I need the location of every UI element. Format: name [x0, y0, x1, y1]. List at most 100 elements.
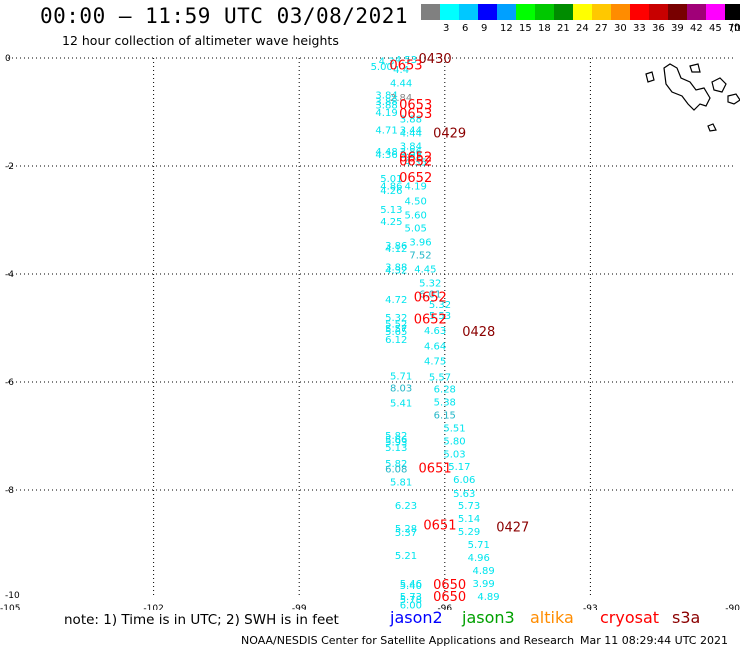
swh-value-label: 5.82: [385, 459, 407, 470]
swh-value-label: 5.51: [443, 423, 465, 434]
pass-time-label: 0652: [399, 155, 432, 170]
swh-value-label: 3.86: [400, 147, 422, 158]
scale-swatch: [687, 4, 706, 20]
generated-timestamp: Mar 11 08:29:44 UTC 2021: [580, 634, 728, 647]
pass-time-label: 0651: [419, 461, 452, 476]
scale-unit: (ft): [730, 23, 740, 34]
pass-time-label: 0427: [496, 521, 529, 536]
swh-value-label: 2.84: [390, 93, 412, 104]
swh-value-label: 5.37: [395, 528, 417, 539]
island-isabela-outline: [663, 63, 711, 111]
axis-ticks: -105 -102 -99 -96 -93 -90 0 -2 -4 -6 -8 -10: [0, 54, 740, 610]
wave-height-labels: 4.3 4.535.00 4.44.443.842.843.883.884.193.…: [371, 55, 500, 610]
swh-value-label: 5.46: [400, 579, 422, 590]
x-tick-label: -90: [725, 604, 740, 610]
footer-note: note: 1) Time is in UTC; 2) SWH is in fe…: [64, 612, 339, 628]
swh-value-label: 3.84: [375, 91, 397, 102]
x-tick-label: -102: [143, 604, 163, 610]
scale-label: 24: [576, 23, 589, 34]
scale-swatch: [649, 4, 668, 20]
swh-value-label: 5.32: [385, 313, 407, 324]
swh-value-label: 6.01: [419, 289, 441, 300]
credit-text: NOAA/NESDIS Center for Satellite Applica…: [241, 634, 575, 647]
swh-value-label: 3.95: [400, 150, 422, 161]
swh-value-label: 5.21: [395, 551, 417, 562]
swh-value-label: 4.19: [375, 108, 397, 119]
satellite-legend-jason3: jason3: [462, 608, 515, 627]
swh-value-label: 4.3: [379, 57, 395, 68]
pass-time-label: 0653: [389, 58, 422, 73]
pass-time-label: 0429: [433, 127, 466, 142]
swh-value-label: 3.88: [400, 114, 422, 125]
swh-value-label: 4.44: [390, 78, 412, 89]
y-tick-label: 0: [5, 54, 11, 64]
swh-value-label: 5.00: [371, 62, 393, 73]
swh-value-label: 5.38: [434, 397, 456, 408]
swh-value-label: 7.52: [409, 251, 431, 262]
x-tick-label: -105: [0, 604, 20, 610]
scale-swatch: [630, 4, 649, 20]
scale-label: 42: [690, 23, 703, 34]
swh-value-label: 4.12: [385, 244, 407, 255]
swh-value-label: 5.57: [429, 373, 451, 384]
swh-value-label: 6.08: [385, 464, 407, 475]
scale-swatch: [573, 4, 592, 20]
swh-value-label: 8.03: [390, 383, 412, 394]
pass-time-label: 0650: [433, 578, 466, 593]
pass-time-label: 0428: [462, 325, 495, 340]
x-tick-label: -99: [292, 604, 307, 610]
pass-time-label: 0653: [399, 98, 432, 113]
swh-value-label: 6.00: [400, 600, 422, 610]
swh-value-label: 5.57: [385, 324, 407, 335]
swh-value-label: 4.71: [375, 125, 397, 136]
swh-value-label: 5.73: [458, 501, 480, 512]
swh-value-label: 5.05: [405, 224, 427, 235]
swh-value-label: 5.60: [405, 211, 427, 222]
scale-swatch: [459, 4, 478, 20]
map-grid: [8, 57, 736, 598]
swh-value-label: 5.71: [468, 540, 490, 551]
swh-value-label: 5.93: [385, 437, 407, 448]
swh-value-label: 4.45: [414, 265, 436, 276]
swh-value-label: 4.72: [385, 295, 407, 306]
scale-swatch: [668, 4, 687, 20]
swh-value-label: 5.80: [443, 436, 465, 447]
swh-value-label: 4.35: [405, 158, 427, 169]
scale-swatch: [478, 4, 497, 20]
swh-value-label: 5.03: [443, 449, 465, 460]
swh-value-label: 5.78: [400, 595, 422, 606]
swh-value-label: 4.53: [395, 55, 417, 66]
pass-time-label: 0652: [414, 291, 447, 306]
y-tick-label: -4: [5, 270, 14, 280]
pass-time-label: 0653: [399, 107, 432, 122]
scale-swatch: [725, 4, 740, 20]
scale-label: 6: [462, 23, 469, 34]
pass-time-labels: 0430065306530653042906520652065206520652…: [389, 52, 529, 605]
swh-value-label: 3.96: [409, 238, 431, 249]
swh-value-label: 4.86: [380, 181, 402, 192]
scale-label: 30: [614, 23, 627, 34]
wave-height-map: -105 -102 -99 -96 -93 -90 0 -2 -4 -6 -8 -10 4.3 4.53…: [0, 52, 740, 610]
island-santa-cruz-outline: [711, 77, 727, 93]
satellite-legend-altika: altika: [530, 608, 574, 627]
swh-value-label: 3.84: [400, 141, 422, 152]
pass-time-label: 0430: [419, 52, 452, 67]
swh-value-label: 5.01: [380, 174, 402, 185]
swh-value-label: 3.88: [375, 100, 397, 111]
swh-value-label: 5.32: [419, 279, 441, 290]
scale-swatch: [535, 4, 554, 20]
swh-value-label: 4.4: [393, 65, 409, 76]
scale-swatch: [421, 4, 440, 20]
swh-value-label: 5.81: [390, 477, 412, 488]
scale-swatch: [554, 4, 573, 20]
pass-time-label: 0652: [399, 150, 432, 165]
satellite-legend-jason2: jason2: [390, 608, 443, 627]
swh-value-label: 5.41: [390, 399, 412, 410]
swh-value-label: 5.17: [448, 462, 470, 473]
pass-time-label: 0651: [423, 519, 456, 534]
swh-value-label: 6.12: [385, 335, 407, 346]
swh-value-label: 5.66: [385, 435, 407, 446]
scale-label: 3: [443, 23, 450, 34]
swh-value-label: 4.64: [424, 341, 446, 352]
swh-value-label: 5.14: [458, 514, 480, 525]
